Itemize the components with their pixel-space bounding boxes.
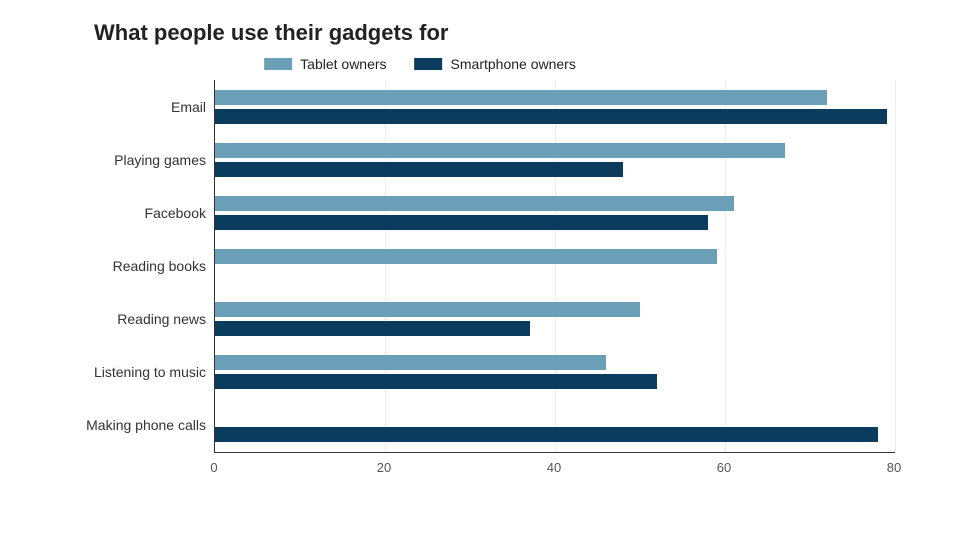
legend: Tablet owners Smartphone owners bbox=[264, 56, 576, 72]
category-label: Email bbox=[171, 99, 206, 115]
gridline bbox=[895, 80, 896, 452]
category-label: Reading books bbox=[113, 258, 206, 274]
gridline bbox=[555, 80, 556, 452]
legend-label-smartphone: Smartphone owners bbox=[451, 56, 576, 72]
legend-label-tablet: Tablet owners bbox=[300, 56, 386, 72]
x-tick-label: 80 bbox=[887, 460, 901, 475]
legend-swatch-smartphone bbox=[415, 58, 443, 70]
gridline bbox=[385, 80, 386, 452]
bar bbox=[215, 249, 717, 264]
bar bbox=[215, 162, 623, 177]
legend-swatch-tablet bbox=[264, 58, 292, 70]
bar bbox=[215, 321, 530, 336]
x-tick-label: 40 bbox=[547, 460, 561, 475]
x-tick-label: 0 bbox=[210, 460, 217, 475]
category-label: Reading news bbox=[117, 311, 206, 327]
bar bbox=[215, 90, 827, 105]
bar bbox=[215, 143, 785, 158]
category-label: Making phone calls bbox=[86, 417, 206, 433]
bar bbox=[215, 196, 734, 211]
bar bbox=[215, 355, 606, 370]
category-label: Facebook bbox=[145, 205, 206, 221]
category-label: Listening to music bbox=[94, 364, 206, 380]
gridline bbox=[725, 80, 726, 452]
legend-item-tablet: Tablet owners bbox=[264, 56, 386, 72]
plot-area bbox=[214, 80, 895, 453]
bar bbox=[215, 374, 657, 389]
x-tick-label: 20 bbox=[377, 460, 391, 475]
gadget-usage-chart: What people use their gadgets for Tablet… bbox=[0, 0, 960, 540]
bar bbox=[215, 427, 878, 442]
bar bbox=[215, 215, 708, 230]
bar bbox=[215, 302, 640, 317]
legend-item-smartphone: Smartphone owners bbox=[415, 56, 576, 72]
category-label: Playing games bbox=[114, 152, 206, 168]
x-tick-label: 60 bbox=[717, 460, 731, 475]
bar bbox=[215, 109, 887, 124]
chart-title: What people use their gadgets for bbox=[94, 20, 448, 46]
